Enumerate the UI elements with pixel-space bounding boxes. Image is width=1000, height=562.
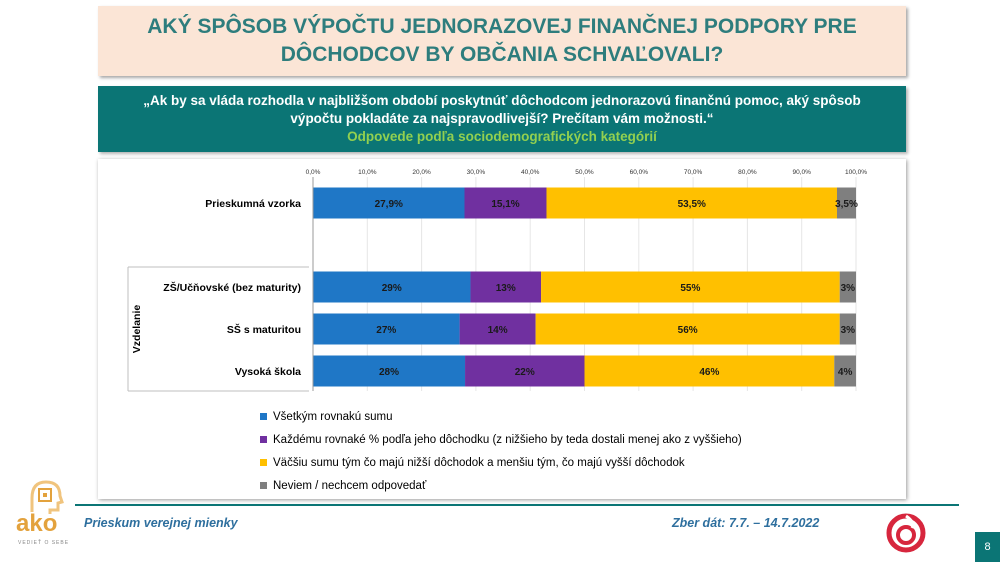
category-label: Vysoká škola	[235, 366, 301, 378]
data-label: 15,1%	[491, 199, 519, 210]
bar-segment-equal-sum	[313, 313, 460, 345]
axis-tick-label: 50,0%	[575, 169, 594, 176]
bar-segment-equal-percent	[470, 271, 542, 303]
category-label: Prieskumná vzorka	[205, 198, 301, 210]
data-label: 4%	[838, 367, 853, 378]
axis-tick-label: 30,0%	[467, 169, 486, 176]
axis-tick-label: 70,0%	[684, 169, 703, 176]
bar-segment-larger-for-lower	[546, 187, 837, 219]
legend-swatch-purple	[260, 436, 267, 443]
axis-tick-label: 100,0%	[845, 169, 867, 176]
legend-swatch-yellow	[260, 459, 267, 466]
legend-item-larger-for-lower: Väčšiu sumu tým čo majú nižší dôchodok a…	[260, 451, 742, 474]
bar-segment-larger-for-lower	[535, 313, 840, 345]
legend-swatch-gray	[260, 482, 267, 489]
axis-tick-label: 0,0%	[306, 169, 321, 176]
stacked-bar-chart: 0,0% 10,0% 20,0% 30,0% 40,0% 50,0% 60,0% 70,0% 8…	[127, 169, 867, 392]
data-label: 56%	[678, 325, 698, 336]
legend: Všetkým rovnakú sumu Každému rovnaké % p…	[260, 405, 742, 497]
title-box: AKÝ SPÔSOB VÝPOČTU JEDNORAZOVEJ FINANČNE…	[98, 6, 906, 76]
data-label: 53,5%	[678, 199, 706, 210]
data-label: 22%	[515, 367, 535, 378]
bar-segment-equal-percent	[459, 313, 536, 345]
axis-tick-label: 40,0%	[521, 169, 540, 176]
question-line1: „Ak by sa vláda rozhodla v najbližšom ob…	[143, 93, 861, 108]
ako-logo-tagline: VEDIEŤ O SEBE	[18, 540, 70, 546]
question-subtitle: Odpovede podľa sociodemografických kateg…	[347, 129, 657, 144]
category-label: ZŠ/Učňovské (bez maturity)	[163, 281, 301, 294]
bar-segment-equal-sum	[313, 271, 471, 303]
data-label: 3%	[841, 283, 856, 294]
bar-segment-equal-percent	[464, 187, 547, 219]
ako-logo-text: ako	[16, 510, 58, 537]
page-title-line1: AKÝ SPÔSOB VÝPOČTU JEDNORAZOVEJ FINANČNE…	[147, 15, 857, 38]
data-label: 14%	[488, 325, 508, 336]
footer-data-collection: Zber dát: 7.7. – 14.7.2022	[672, 516, 820, 530]
bar-segment-dont-know	[836, 187, 856, 219]
data-label: 13%	[496, 283, 516, 294]
chart-frame: 0,0% 10,0% 20,0% 30,0% 40,0% 50,0% 60,0% 70,0% 8…	[98, 159, 906, 499]
bar-segment-dont-know	[839, 313, 856, 345]
legend-label: Väčšiu sumu tým čo majú nižší dôchodok a…	[273, 456, 685, 469]
data-label: 27%	[376, 325, 396, 336]
bar-segment-larger-for-lower	[584, 355, 835, 387]
legend-item-dont-know: Neviem / nechcem odpovedať	[260, 474, 742, 497]
data-label: 3%	[841, 325, 856, 336]
axis-tick-label: 80,0%	[738, 169, 757, 176]
category-label: SŠ s maturitou	[227, 323, 301, 336]
data-label: 27,9%	[375, 199, 403, 210]
page-number: 8	[975, 532, 1000, 562]
legend-item-equal-percent: Každému rovnaké % podľa jeho dôchodku (z…	[260, 428, 742, 451]
legend-swatch-blue	[260, 413, 267, 420]
footer-survey-name: Prieskum verejnej mienky	[84, 516, 238, 530]
legend-label: Všetkým rovnakú sumu	[273, 410, 393, 423]
data-label: 3,5%	[835, 199, 858, 210]
page-title-line2: DÔCHODCOV BY OBČANIA SCHVAĽOVALI?	[280, 43, 724, 66]
ako-head-logo-icon	[30, 480, 64, 514]
axis-tick-label: 10,0%	[358, 169, 377, 176]
data-label: 46%	[699, 367, 719, 378]
data-label: 28%	[379, 367, 399, 378]
question-line2: výpočtu pokladáte za najspravodlivejší? …	[290, 111, 714, 126]
axis-tick-label: 20,0%	[412, 169, 431, 176]
footer-divider	[75, 504, 959, 506]
bar-segment-larger-for-lower	[541, 271, 840, 303]
bar-segment-dont-know	[839, 271, 856, 303]
legend-label: Neviem / nechcem odpovedať	[273, 479, 427, 492]
bar-segment-dont-know	[834, 355, 856, 387]
bar-segment-equal-sum	[313, 355, 466, 387]
bar-segment-equal-sum	[313, 187, 465, 219]
question-box: „Ak by sa vláda rozhodla v najbližšom ob…	[98, 86, 906, 152]
legend-label: Každému rovnaké % podľa jeho dôchodku (z…	[273, 433, 742, 446]
axis-tick-label: 60,0%	[630, 169, 649, 176]
data-label: 55%	[680, 283, 700, 294]
group-label: Vzdelanie	[131, 305, 143, 354]
legend-item-equal-sum: Všetkým rovnakú sumu	[260, 405, 742, 428]
red-swirl-logo-icon	[886, 513, 926, 553]
axis-tick-label: 90,0%	[792, 169, 811, 176]
bar-segment-equal-percent	[465, 355, 585, 387]
data-label: 29%	[382, 283, 402, 294]
